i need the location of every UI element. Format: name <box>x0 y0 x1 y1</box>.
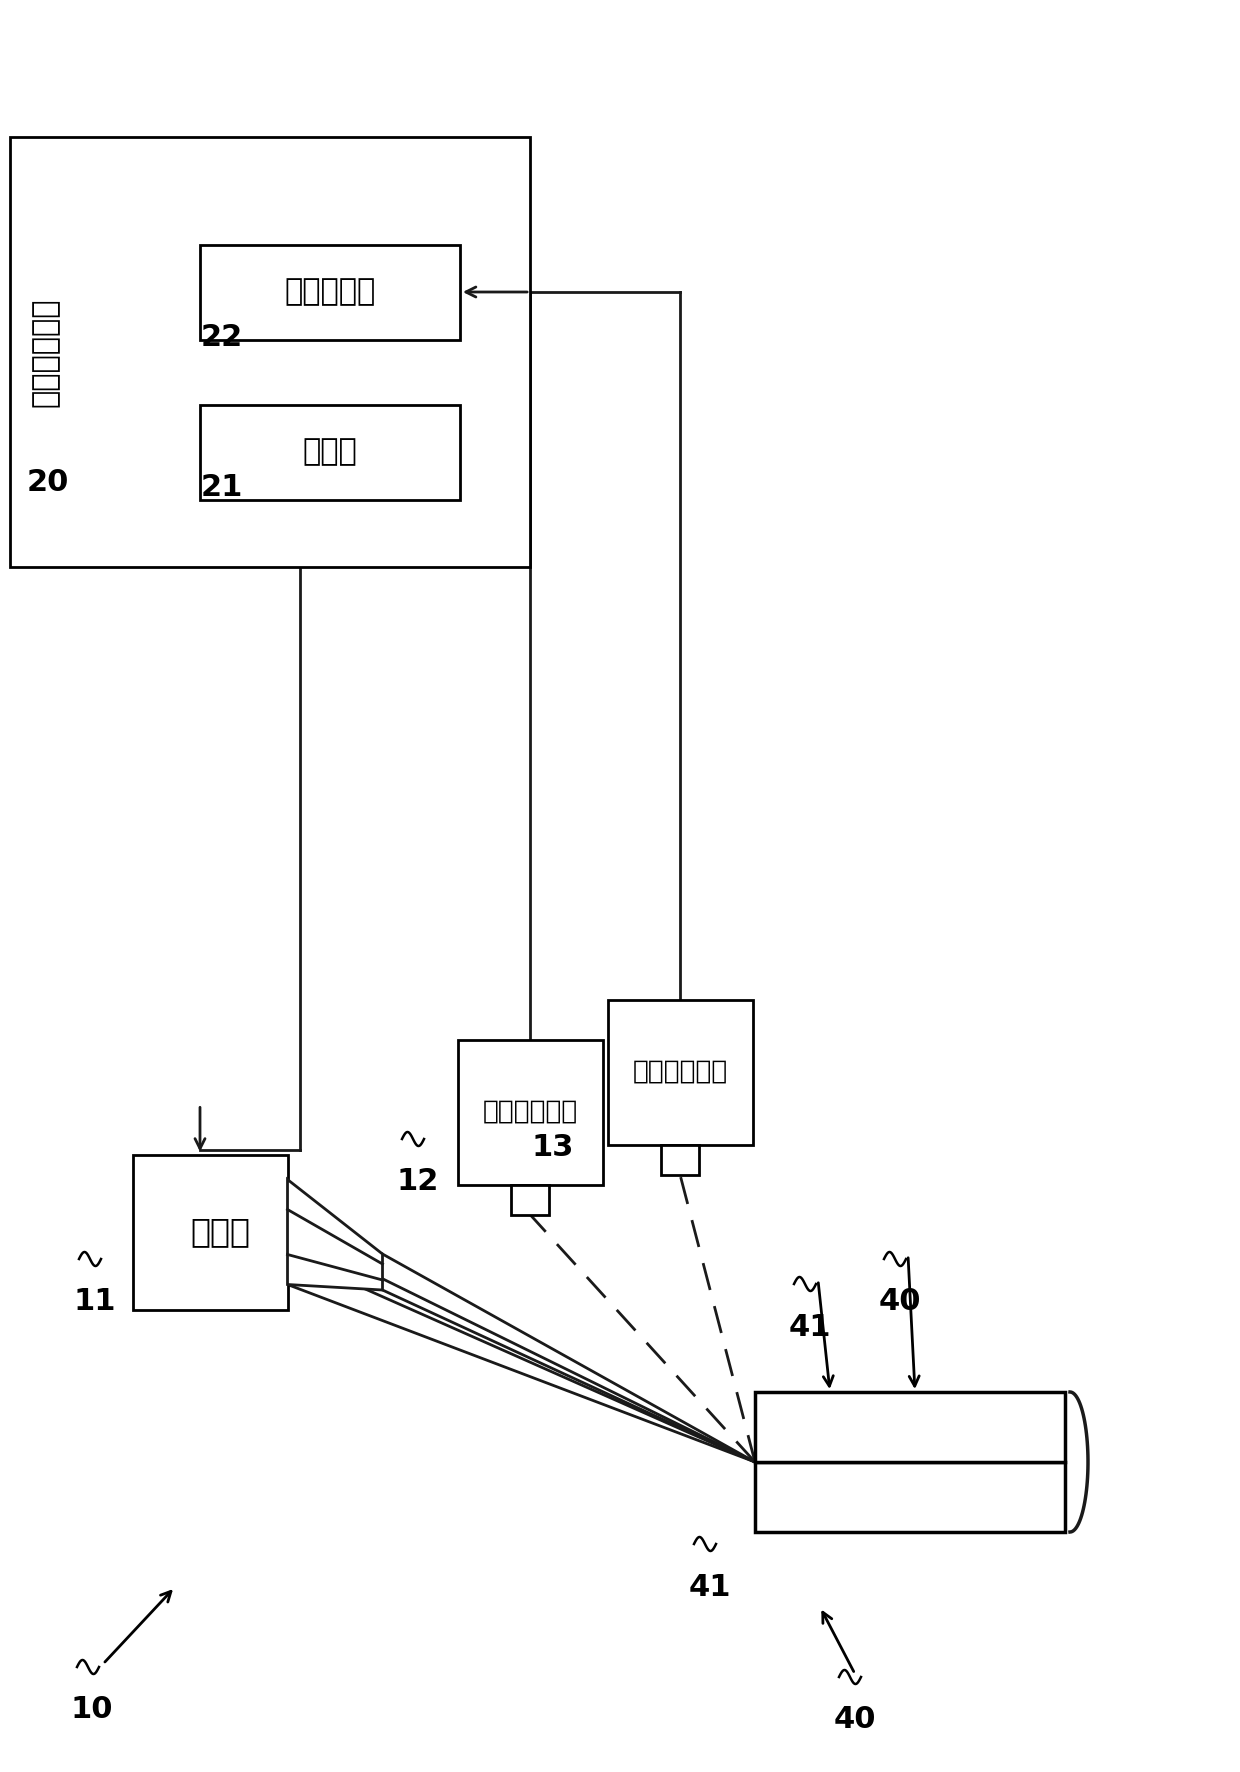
Text: 22: 22 <box>201 323 243 351</box>
Text: 41: 41 <box>688 1572 732 1602</box>
Text: 11: 11 <box>73 1288 117 1317</box>
Bar <box>133 1155 288 1310</box>
Text: 可见光传感器: 可见光传感器 <box>632 1060 728 1084</box>
Text: 红外线传感器: 红外线传感器 <box>482 1099 578 1125</box>
Text: 13: 13 <box>532 1132 574 1161</box>
Text: 12: 12 <box>397 1168 439 1196</box>
Polygon shape <box>288 1180 382 1290</box>
Bar <box>10 136 529 567</box>
Text: 20: 20 <box>27 468 69 496</box>
Bar <box>608 999 753 1145</box>
Text: 判定部: 判定部 <box>303 438 357 466</box>
Text: 40: 40 <box>833 1705 877 1735</box>
Bar <box>755 1462 1065 1533</box>
Text: 40: 40 <box>879 1288 921 1317</box>
Bar <box>200 404 460 500</box>
Bar <box>661 1145 699 1175</box>
Bar <box>511 1184 549 1214</box>
Text: 41: 41 <box>789 1313 831 1341</box>
Bar <box>755 1393 1065 1462</box>
Text: 照射控制部: 照射控制部 <box>284 278 376 307</box>
Text: 21: 21 <box>201 473 243 501</box>
Text: 10: 10 <box>71 1696 113 1724</box>
Bar <box>200 245 460 340</box>
Bar <box>458 1040 603 1184</box>
Text: 激光控制单元: 激光控制单元 <box>31 298 60 408</box>
Text: 激光头: 激光头 <box>190 1216 250 1249</box>
